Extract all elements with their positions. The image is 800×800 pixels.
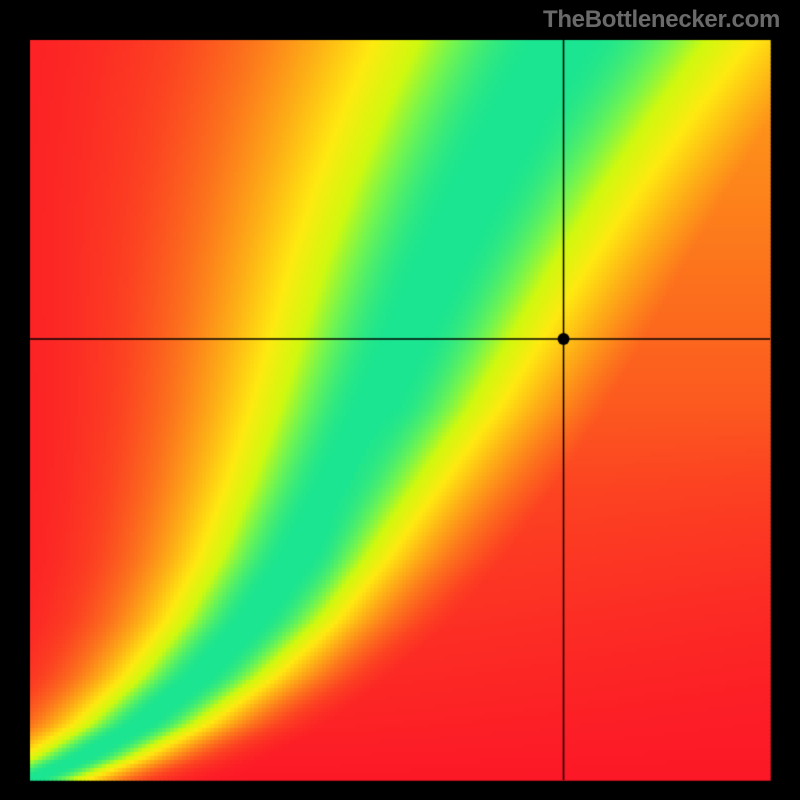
watermark-text: TheBottlenecker.com <box>543 6 780 34</box>
heatmap-plot <box>0 0 800 800</box>
